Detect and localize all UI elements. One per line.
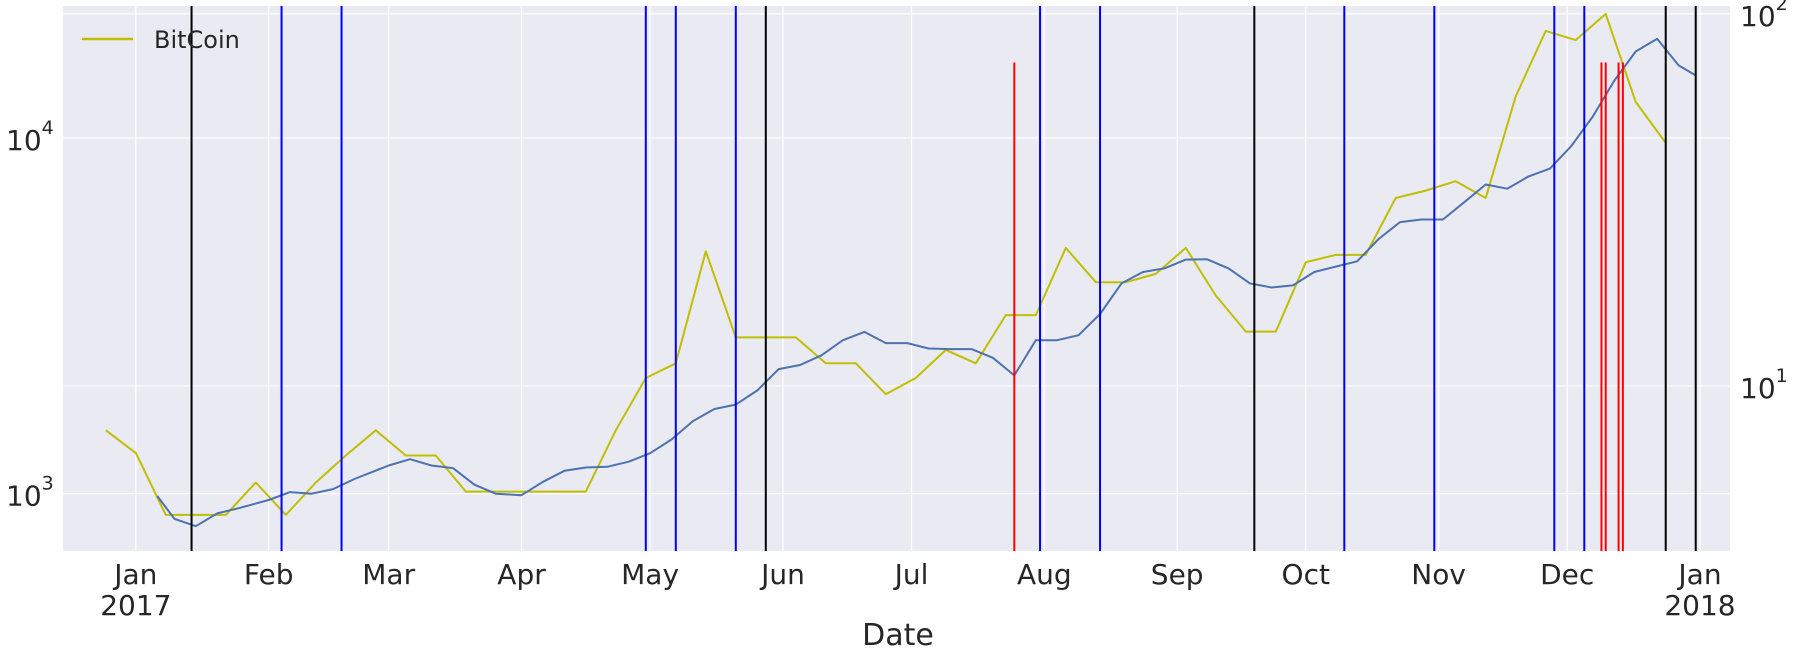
x-gridlines <box>135 6 1701 551</box>
x-tick-sublabel: 2017 <box>100 589 171 622</box>
x-tick-label: Jul <box>893 558 929 591</box>
x-tick-label: Aug <box>1017 558 1072 591</box>
x-tick-label: Apr <box>497 558 546 591</box>
legend: BitCoin <box>82 26 240 54</box>
x-tick-label: Nov <box>1411 558 1466 591</box>
x-tick-label: Jun <box>759 558 805 591</box>
x-tick-label: May <box>621 558 679 591</box>
x-tick-label: Dec <box>1540 558 1594 591</box>
x-tick-label: Sep <box>1151 558 1204 591</box>
x-tick-label: Feb <box>244 558 294 591</box>
event-lines <box>190 6 1697 551</box>
x-axis-label: Date <box>862 618 934 653</box>
right-y-tick-label: 102 <box>1740 0 1788 33</box>
x-tick-label: Oct <box>1282 558 1330 591</box>
series-line-bitcoin <box>105 12 1667 516</box>
x-tick-label: Mar <box>362 558 415 591</box>
series-layer <box>105 12 1697 528</box>
legend-label-bitcoin: BitCoin <box>154 26 240 54</box>
left-y-tick-label: 104 <box>6 117 54 157</box>
right-y-tick-label: 101 <box>1740 365 1788 405</box>
x-tick-label: Jan <box>1676 558 1721 591</box>
right-y-tick-labels: 101 102 <box>1740 0 1788 405</box>
left-y-tick-label: 103 <box>6 473 54 513</box>
x-tick-sublabel: 2018 <box>1664 589 1735 622</box>
series-line-1 <box>156 37 1697 528</box>
left-y-tick-labels: 103 104 <box>6 117 54 513</box>
plot-background <box>63 6 1730 551</box>
x-tick-label: Jan <box>112 558 157 591</box>
